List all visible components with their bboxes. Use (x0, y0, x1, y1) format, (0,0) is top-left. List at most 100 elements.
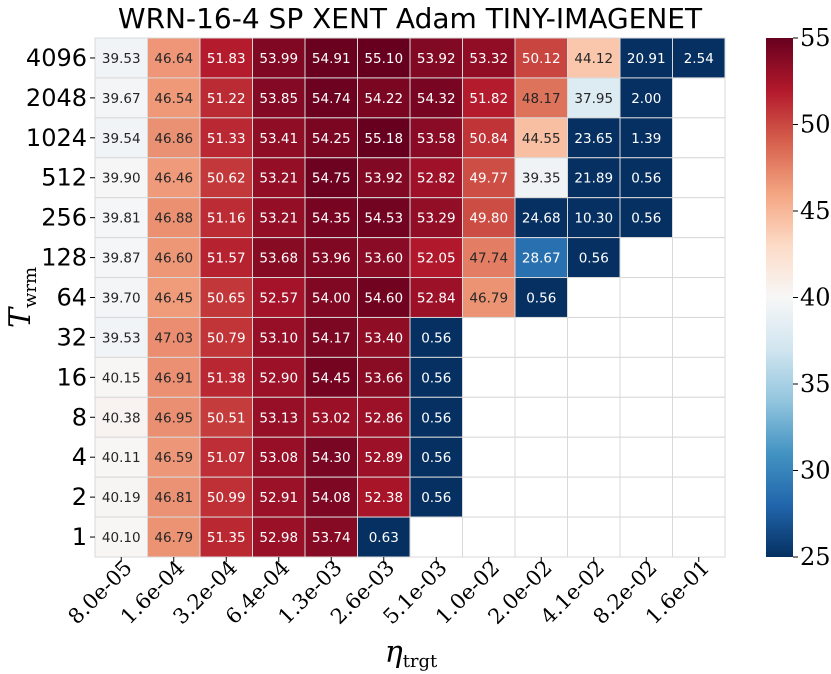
heatmap-cell (619, 356, 673, 398)
heatmap-cell (672, 117, 726, 159)
heatmap-cell (357, 396, 411, 438)
cell-value-label: 46.59 (154, 450, 193, 466)
cell-value-label: 39.81 (102, 211, 141, 227)
cell-value-label: 52.82 (417, 171, 456, 187)
cell-value-label: 46.60 (154, 251, 193, 267)
cell-value-label: 49.80 (469, 211, 508, 227)
cell-value-label: 52.89 (364, 450, 403, 466)
heatmap-cell (199, 277, 253, 318)
heatmap-cell (357, 37, 411, 79)
cell-value-label: 54.32 (417, 91, 456, 107)
cell-value-label: 39.53 (102, 330, 141, 346)
cell-value-label: 53.02 (312, 410, 351, 426)
heatmap-cell (567, 77, 621, 119)
y-tick-labels: 4096 2048 1024 512 256 128 64 32 16 8 4 2 1 (26, 44, 95, 551)
heatmap-cell (462, 316, 516, 358)
heatmap-cell (147, 157, 201, 199)
heatmap-cell (252, 316, 306, 358)
cell-value-label: 40.11 (102, 450, 141, 466)
cell-value-label: 50.65 (207, 291, 246, 307)
heatmap-cell (252, 117, 306, 159)
cell-value-label: 54.45 (312, 370, 351, 386)
cell-value-label: 50.79 (207, 330, 246, 346)
cell-value-label: 53.21 (259, 171, 298, 187)
heatmap-cell (619, 316, 673, 358)
cell-value-label: 54.00 (312, 291, 351, 307)
heatmap-cell (147, 436, 201, 478)
cell-value-label: 46.64 (154, 51, 193, 67)
heatmap-cell (567, 37, 621, 79)
heatmap-cell (147, 197, 201, 239)
heatmap-cell (409, 476, 463, 518)
cell-value-label: 47.74 (469, 251, 508, 267)
heatmap-cell (514, 277, 568, 318)
chart-title: WRN-16-4 SP XENT Adam TINY-IMAGENET (118, 2, 703, 35)
colorbar-tick-label: 40 (800, 284, 831, 312)
colorbar-ticks: 25 30 35 40 45 50 55 (793, 24, 831, 571)
cell-value-label: 50.62 (207, 171, 246, 187)
y-tick-label: 16 (56, 363, 87, 391)
cell-value-label: 52.05 (417, 251, 456, 267)
heatmap-cell (567, 476, 621, 518)
heatmap-cell (619, 277, 673, 318)
heatmap-cell (567, 316, 621, 358)
cell-value-label: 46.79 (154, 530, 193, 546)
cell-value-label: 53.08 (259, 450, 298, 466)
cell-value-label: 0.56 (421, 410, 451, 426)
cell-value-label: 52.84 (417, 291, 456, 307)
cell-value-label: 46.95 (154, 410, 193, 426)
heatmap-cell (619, 77, 673, 119)
cell-value-label: 52.86 (364, 410, 403, 426)
heatmap-cell (514, 157, 568, 199)
cell-value-label: 53.58 (417, 131, 456, 147)
heatmap-cell (252, 436, 306, 478)
heatmap-cell (409, 436, 463, 478)
cell-value-label: 46.45 (154, 291, 193, 307)
heatmap-cell (514, 356, 568, 398)
heatmap-cell (672, 237, 726, 279)
heatmap-cell (619, 197, 673, 239)
cell-value-label: 0.56 (631, 211, 661, 227)
cell-value-label: 44.55 (522, 131, 561, 147)
heatmap-cell (304, 516, 358, 558)
heatmap-cell (462, 396, 516, 438)
heatmap-cell (252, 197, 306, 239)
cell-value-label: 53.74 (312, 530, 351, 546)
cell-value-label: 52.98 (259, 530, 298, 546)
cell-value-label: 50.99 (207, 490, 246, 506)
heatmap-cell (147, 356, 201, 398)
heatmap-cell (514, 516, 568, 558)
cell-value-label: 52.57 (259, 291, 298, 307)
cell-value-label: 0.56 (631, 171, 661, 187)
cell-value-label: 39.90 (102, 171, 141, 187)
heatmap-cell (567, 197, 621, 239)
cell-value-label: 53.10 (259, 330, 298, 346)
cell-value-label: 2.00 (631, 91, 661, 107)
cell-value-label: 54.60 (364, 291, 403, 307)
heatmap-cell (304, 356, 358, 398)
cell-value-label: 46.81 (154, 490, 193, 506)
heatmap-cell (304, 77, 358, 119)
heatmap-cell (462, 237, 516, 279)
heatmap-cell (514, 396, 568, 438)
heatmap-cell (199, 157, 253, 199)
cell-value-label: 44.12 (574, 51, 613, 67)
heatmap-cell (357, 277, 411, 318)
heatmap-cell (619, 237, 673, 279)
heatmap-cell (94, 277, 148, 318)
heatmap-cell (409, 356, 463, 398)
heatmap-cell (672, 476, 726, 518)
heatmap-cell (199, 316, 253, 358)
cell-value-label: 51.33 (207, 131, 246, 147)
cell-value-label: 24.68 (522, 211, 561, 227)
cell-value-label: 53.92 (364, 171, 403, 187)
heatmap-cell (672, 277, 726, 318)
y-tick-label: 512 (41, 164, 87, 192)
cell-value-label: 53.32 (469, 51, 508, 67)
heatmap-cell (304, 237, 358, 279)
colorbar-tick-label: 30 (800, 457, 831, 485)
cell-value-label: 0.63 (369, 530, 399, 546)
heatmap-cell (567, 237, 621, 279)
cell-value-label: 0.56 (579, 251, 609, 267)
